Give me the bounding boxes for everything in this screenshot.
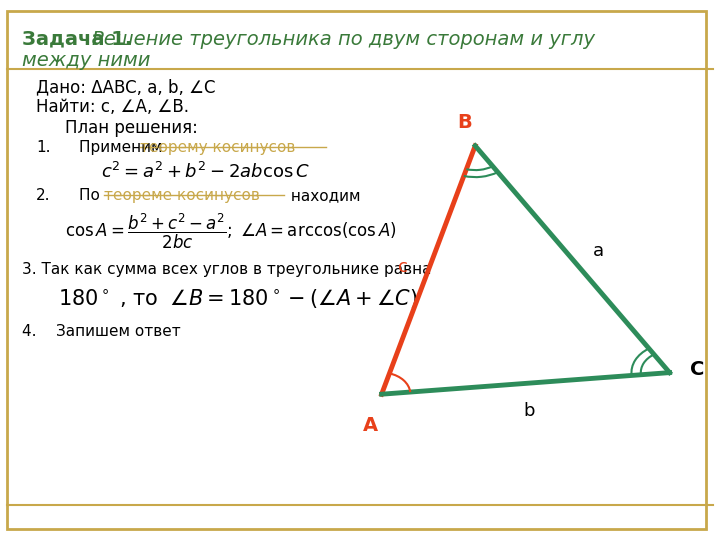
FancyBboxPatch shape xyxy=(7,11,706,529)
Text: c: c xyxy=(398,258,408,276)
Text: 1.: 1. xyxy=(36,140,50,156)
Text: 4.    Запишем ответ: 4. Запишем ответ xyxy=(22,324,180,339)
Text: $c^2 = a^2 + b^2 - 2ab\cos C$: $c^2 = a^2 + b^2 - 2ab\cos C$ xyxy=(101,162,310,182)
Text: Задача 1.: Задача 1. xyxy=(22,30,132,49)
Text: Решение треугольника по двум сторонам и углу: Решение треугольника по двум сторонам и … xyxy=(92,30,595,49)
Text: План решения:: План решения: xyxy=(65,119,198,137)
Text: A: A xyxy=(363,416,379,435)
Text: между ними: между ними xyxy=(22,51,150,70)
Text: По: По xyxy=(79,188,105,203)
Text: теореме косинусов: теореме косинусов xyxy=(104,188,260,203)
Text: $\cos A = \dfrac{b^2 + c^2 - a^2}{2bc}$$;\;\angle A = \arccos(\cos A)$: $\cos A = \dfrac{b^2 + c^2 - a^2}{2bc}$$… xyxy=(65,212,397,251)
Text: B: B xyxy=(457,113,472,132)
Text: a: a xyxy=(593,242,603,260)
Text: 3. Так как сумма всех углов в треугольнике равна: 3. Так как сумма всех углов в треугольни… xyxy=(22,262,431,277)
Text: C: C xyxy=(690,360,704,380)
Text: теорему косинусов: теорему косинусов xyxy=(140,140,296,156)
Text: Дано: ΔABC, a, b, ∠C: Дано: ΔABC, a, b, ∠C xyxy=(36,78,215,96)
Text: находим: находим xyxy=(286,188,360,203)
Text: Найти: c, ∠A, ∠B.: Найти: c, ∠A, ∠B. xyxy=(36,98,189,116)
Text: 2.: 2. xyxy=(36,188,50,203)
Text: $180^\circ$$\;$, то $\;\angle B = 180^\circ - \left(\angle A + \angle C\right)$: $180^\circ$$\;$, то $\;\angle B = 180^\c… xyxy=(58,287,418,310)
Text: Применим: Применим xyxy=(79,140,168,156)
Text: b: b xyxy=(523,402,535,420)
